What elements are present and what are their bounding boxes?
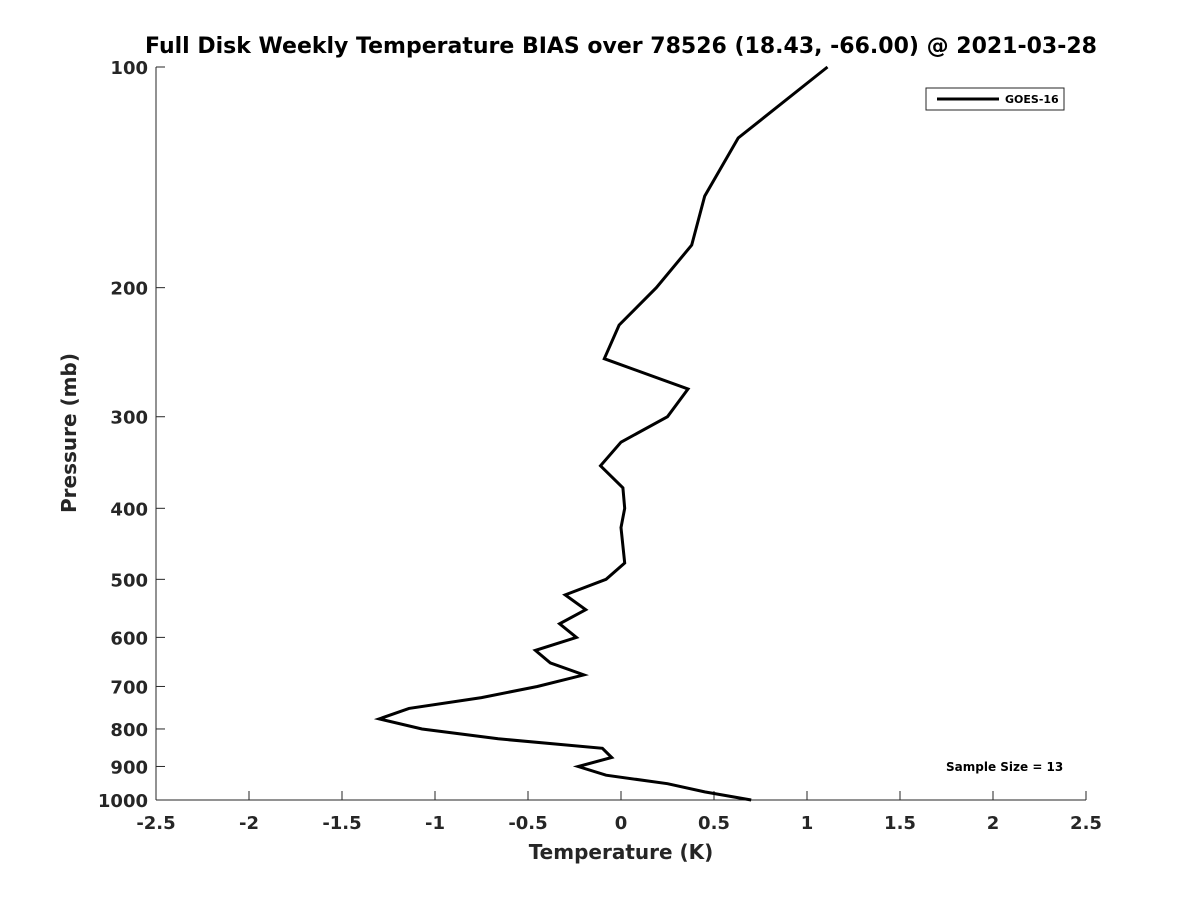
x-tick-label: 0.5 xyxy=(698,813,730,834)
y-tick-label: 300 xyxy=(110,408,148,429)
x-tick-label: -1 xyxy=(425,813,445,834)
x-tick-label: 1 xyxy=(801,813,814,834)
x-tick-label: 2 xyxy=(987,813,1000,834)
y-tick-label: 800 xyxy=(110,720,148,741)
x-tick-label: 1.5 xyxy=(884,813,916,834)
plot-area xyxy=(155,67,1086,801)
legend-label-goes-16: GOES-16 xyxy=(1005,93,1059,106)
y-tick-label: 500 xyxy=(110,570,148,591)
x-tick-label: -1.5 xyxy=(322,813,361,834)
y-tick-label: 100 xyxy=(110,58,148,79)
x-tick-label: -2.5 xyxy=(136,813,175,834)
x-tick-label: -2 xyxy=(239,813,259,834)
y-tick-label: 700 xyxy=(110,677,148,698)
series-line-goes-16 xyxy=(373,65,829,802)
series-layer xyxy=(373,65,829,802)
y-tick-label: 1000 xyxy=(98,791,148,812)
x-axis-ticks: -2.5 -2 -1.5 -1 -0.5 0 0.5 1 1.5 2 2.5 xyxy=(136,791,1102,834)
legend: GOES-16 xyxy=(925,87,1065,111)
x-axis-label: Temperature (K) xyxy=(529,840,714,864)
y-axis-label: Pressure (mb) xyxy=(57,353,81,513)
y-tick-label: 900 xyxy=(110,757,148,778)
y-tick-label: 600 xyxy=(110,628,148,649)
chart-title: Full Disk Weekly Temperature BIAS over 7… xyxy=(145,34,1097,59)
y-axis-ticks: 100 200 300 400 500 600 700 800 900 1000 xyxy=(98,58,165,812)
x-tick-label: 2.5 xyxy=(1070,813,1102,834)
x-tick-label: 0 xyxy=(615,813,628,834)
x-tick-label: -0.5 xyxy=(508,813,547,834)
y-tick-label: 200 xyxy=(110,279,148,300)
sample-size-annotation: Sample Size = 13 xyxy=(946,760,1063,774)
y-tick-label: 400 xyxy=(110,499,148,520)
